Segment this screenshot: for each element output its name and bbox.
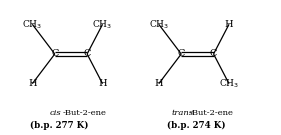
Text: -But-2-ene: -But-2-ene bbox=[190, 109, 234, 117]
Text: CH$_3$: CH$_3$ bbox=[219, 77, 239, 90]
Text: -But-2-ene: -But-2-ene bbox=[63, 109, 106, 117]
Text: cis: cis bbox=[49, 109, 61, 117]
Text: C: C bbox=[178, 50, 185, 58]
Text: trans: trans bbox=[171, 109, 193, 117]
Text: CH$_3$: CH$_3$ bbox=[149, 18, 169, 31]
Text: CH$_3$: CH$_3$ bbox=[92, 18, 113, 31]
Text: H: H bbox=[28, 79, 37, 88]
Text: (b.p. 274 K): (b.p. 274 K) bbox=[167, 121, 226, 130]
Text: H: H bbox=[225, 20, 233, 29]
Text: C: C bbox=[51, 50, 58, 58]
Text: H: H bbox=[98, 79, 107, 88]
Text: CH$_3$: CH$_3$ bbox=[22, 18, 42, 31]
Text: H: H bbox=[155, 79, 163, 88]
Text: (b.p. 277 K): (b.p. 277 K) bbox=[30, 121, 88, 130]
Text: C: C bbox=[83, 50, 91, 58]
Text: C: C bbox=[210, 50, 217, 58]
